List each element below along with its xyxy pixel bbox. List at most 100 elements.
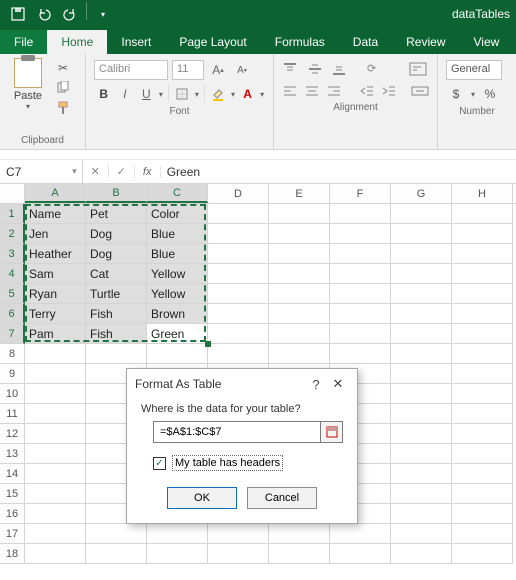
cell[interactable] — [452, 244, 513, 264]
copy-icon[interactable] — [54, 80, 72, 96]
cell[interactable] — [25, 344, 86, 364]
font-color-dropdown-icon[interactable]: ▾ — [259, 84, 265, 104]
cell[interactable] — [452, 524, 513, 544]
cell[interactable] — [452, 344, 513, 364]
headers-checkbox-label[interactable]: My table has headers — [172, 455, 283, 471]
cell[interactable] — [391, 524, 452, 544]
cell[interactable] — [147, 344, 208, 364]
tab-page-layout[interactable]: Page Layout — [165, 30, 260, 54]
name-box[interactable]: C7 — [0, 160, 83, 183]
row-header[interactable]: 10 — [0, 384, 25, 404]
bold-button[interactable]: B — [94, 84, 113, 104]
row-header[interactable]: 11 — [0, 404, 25, 424]
close-icon[interactable]: ✕ — [327, 376, 349, 392]
column-header[interactable]: E — [269, 184, 330, 203]
borders-icon[interactable] — [173, 84, 192, 104]
cell[interactable]: Ryan — [25, 284, 86, 304]
cell[interactable] — [452, 204, 513, 224]
tab-formulas[interactable]: Formulas — [261, 30, 339, 54]
cell[interactable] — [452, 464, 513, 484]
fill-color-icon[interactable] — [209, 84, 228, 104]
cell[interactable]: Pet — [86, 204, 147, 224]
row-header[interactable]: 16 — [0, 504, 25, 524]
cell[interactable]: Blue — [147, 244, 208, 264]
cell[interactable] — [25, 544, 86, 564]
underline-button[interactable]: U — [137, 84, 156, 104]
cell[interactable] — [25, 444, 86, 464]
row-header[interactable]: 6 — [0, 304, 25, 324]
cell[interactable] — [452, 324, 513, 344]
cell[interactable] — [269, 264, 330, 284]
cell[interactable]: Fish — [86, 304, 147, 324]
cell[interactable] — [269, 544, 330, 564]
currency-icon[interactable]: $ — [446, 84, 466, 104]
wrap-text-icon[interactable] — [409, 62, 430, 78]
cell[interactable]: Yellow — [147, 264, 208, 284]
cell[interactable]: Dog — [86, 224, 147, 244]
tab-review[interactable]: Review — [392, 30, 459, 54]
borders-dropdown-icon[interactable]: ▾ — [194, 84, 200, 104]
row-header[interactable]: 15 — [0, 484, 25, 504]
cell[interactable] — [208, 264, 269, 284]
merge-center-icon[interactable] — [411, 84, 429, 100]
cancel-button[interactable]: Cancel — [247, 487, 317, 509]
cell[interactable] — [452, 384, 513, 404]
cell[interactable] — [25, 384, 86, 404]
increase-indent-icon[interactable] — [381, 84, 399, 100]
cell[interactable]: Terry — [25, 304, 86, 324]
align-right-icon[interactable] — [326, 84, 344, 100]
cell[interactable] — [391, 324, 452, 344]
fill-handle[interactable] — [205, 341, 211, 347]
cell[interactable] — [269, 304, 330, 324]
cell[interactable]: Blue — [147, 224, 208, 244]
cell[interactable] — [391, 224, 452, 244]
enter-formula-icon[interactable]: ✓ — [109, 165, 135, 178]
cell[interactable] — [25, 504, 86, 524]
cell[interactable] — [391, 484, 452, 504]
redo-icon[interactable] — [58, 2, 82, 26]
cell[interactable]: Jen — [25, 224, 86, 244]
cell[interactable] — [391, 504, 452, 524]
column-header[interactable]: D — [208, 184, 269, 203]
row-header[interactable]: 9 — [0, 364, 25, 384]
fill-color-dropdown-icon[interactable]: ▾ — [230, 84, 236, 104]
cell[interactable] — [208, 324, 269, 344]
cell[interactable] — [269, 324, 330, 344]
cell[interactable] — [25, 484, 86, 504]
row-header[interactable]: 7 — [0, 324, 25, 344]
cell[interactable] — [25, 524, 86, 544]
orientation-icon[interactable]: ⟳ — [367, 62, 388, 78]
column-header[interactable]: A — [25, 184, 86, 203]
cell[interactable] — [25, 464, 86, 484]
cell[interactable] — [86, 344, 147, 364]
column-header[interactable]: F — [330, 184, 391, 203]
qat-dropdown-icon[interactable]: ▾ — [91, 2, 115, 26]
cell[interactable] — [330, 324, 391, 344]
row-header[interactable]: 13 — [0, 444, 25, 464]
cell[interactable] — [391, 344, 452, 364]
row-header[interactable]: 8 — [0, 344, 25, 364]
cell[interactable] — [25, 364, 86, 384]
cell[interactable] — [391, 364, 452, 384]
cell[interactable] — [208, 224, 269, 244]
cell[interactable] — [452, 284, 513, 304]
cell[interactable] — [452, 544, 513, 564]
cell[interactable] — [86, 524, 147, 544]
cell[interactable] — [391, 304, 452, 324]
row-header[interactable]: 1 — [0, 204, 25, 224]
cell[interactable] — [25, 424, 86, 444]
help-icon[interactable]: ? — [305, 377, 327, 392]
cell[interactable] — [391, 424, 452, 444]
cell[interactable] — [452, 224, 513, 244]
decrease-indent-icon[interactable] — [359, 84, 377, 100]
undo-icon[interactable] — [32, 2, 56, 26]
range-selector-icon[interactable] — [321, 421, 343, 443]
cell[interactable] — [452, 484, 513, 504]
paste-button[interactable]: Paste ▾ — [8, 58, 48, 111]
cell[interactable]: Yellow — [147, 284, 208, 304]
align-left-icon[interactable] — [282, 84, 300, 100]
cell[interactable] — [208, 244, 269, 264]
decrease-font-icon[interactable]: A▾ — [232, 60, 252, 80]
column-header[interactable]: G — [391, 184, 452, 203]
cell[interactable] — [86, 544, 147, 564]
